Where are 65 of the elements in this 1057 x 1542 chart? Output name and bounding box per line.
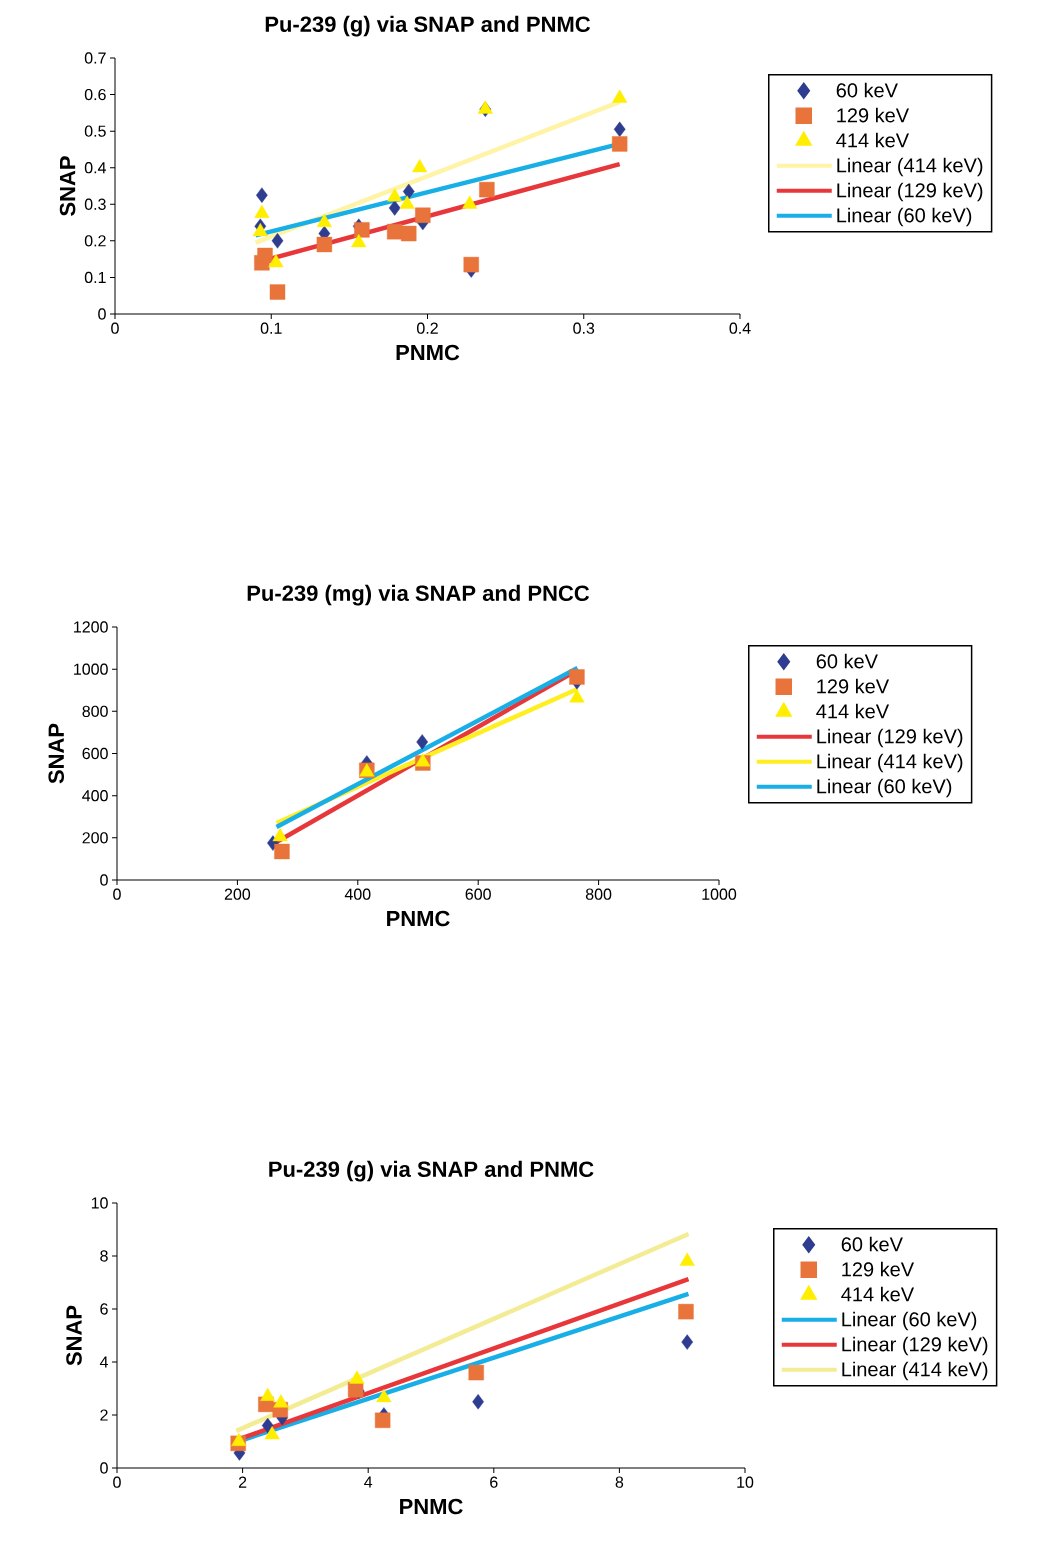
y-tick-label: 0.3 xyxy=(84,198,106,210)
legend-label: Linear (129 keV) xyxy=(837,182,983,202)
y-tick-label: 0.1 xyxy=(84,271,106,284)
legend-label: Linear (414 keV) xyxy=(842,1361,988,1381)
x-tick-label: 2 xyxy=(238,1476,247,1488)
x-tick-label: 0 xyxy=(113,1476,121,1488)
y-axis-title: SNAP xyxy=(66,1305,82,1366)
y-tick-label: 600 xyxy=(82,747,108,760)
legend-label: Linear (129 keV) xyxy=(817,728,963,748)
y-tick-label: 800 xyxy=(82,705,108,717)
legend-label: 414 keV xyxy=(841,1286,915,1302)
x-tick-label: 10 xyxy=(737,1476,754,1488)
chart-title: Pu-239 (g) via SNAP and PNMC xyxy=(269,1160,594,1182)
y-tick-label: 400 xyxy=(82,790,108,802)
legend-label: Linear (414 keV) xyxy=(817,753,963,773)
legend-label: Linear (60 keV) xyxy=(837,207,972,227)
y-tick-label: 1200 xyxy=(74,621,108,633)
x-tick-label: 400 xyxy=(344,888,371,900)
x-tick-label: 600 xyxy=(465,888,491,900)
x-tick-label: 0.2 xyxy=(417,322,438,334)
y-tick-label: 0 xyxy=(100,874,108,886)
x-tick-label: 800 xyxy=(585,888,612,900)
y-tick-label: 1000 xyxy=(74,663,108,675)
legend-label: Linear (129 keV) xyxy=(842,1336,988,1356)
x-tick-label: 1000 xyxy=(702,888,737,900)
y-tick-label: 4 xyxy=(99,1356,108,1368)
y-tick-label: 0.2 xyxy=(84,235,106,247)
legend-label: Linear (60 keV) xyxy=(842,1311,977,1331)
y-tick-label: 200 xyxy=(82,832,108,844)
y-tick-label: 0.4 xyxy=(84,162,106,174)
legend-label: 129 keV xyxy=(842,1261,915,1277)
legend-label: 129 keV xyxy=(837,107,910,123)
y-axis-title: SNAP xyxy=(59,156,76,216)
chart-title: Pu-239 (mg) via SNAP and PNCC xyxy=(247,584,590,606)
x-tick-label: 200 xyxy=(224,888,251,900)
x-tick-label: 0.4 xyxy=(729,322,751,334)
legend-label: 60 keV xyxy=(816,653,878,669)
y-tick-label: 0 xyxy=(100,1462,108,1474)
x-axis-title: PNMC xyxy=(400,1498,463,1515)
y-tick-label: 8 xyxy=(100,1250,108,1262)
y-tick-label: 2 xyxy=(100,1409,108,1421)
x-tick-label: 0 xyxy=(111,322,119,334)
x-tick-label: 6 xyxy=(490,1476,498,1488)
y-tick-label: 0.5 xyxy=(84,125,106,137)
legend-label: Linear (414 keV) xyxy=(837,157,983,177)
y-tick-label: 0 xyxy=(98,308,106,320)
x-axis-title: PNMC xyxy=(387,910,450,927)
x-tick-label: 0.3 xyxy=(573,322,595,334)
y-tick-label: 0.6 xyxy=(84,88,106,101)
chart-title: Pu-239 (g) via SNAP and PNMC xyxy=(265,15,591,37)
y-tick-label: 10 xyxy=(91,1197,108,1209)
x-tick-label: 8 xyxy=(615,1476,624,1488)
legend-label: 129 keV xyxy=(817,678,890,694)
y-tick-label: 6 xyxy=(100,1303,108,1315)
legend-label: 414 keV xyxy=(816,703,890,719)
x-axis-title: PNMC xyxy=(396,344,460,361)
x-tick-label: 4 xyxy=(364,1476,373,1488)
y-tick-label: 0.7 xyxy=(84,52,106,64)
x-tick-label: 0 xyxy=(113,888,121,900)
legend-label: 60 keV xyxy=(836,82,898,98)
legend-label: 60 keV xyxy=(841,1236,903,1252)
x-tick-label: 0.1 xyxy=(260,322,282,334)
legend-label: 414 keV xyxy=(836,132,910,148)
legend-label: Linear (60 keV) xyxy=(817,778,952,798)
y-axis-title: SNAP xyxy=(48,723,65,784)
